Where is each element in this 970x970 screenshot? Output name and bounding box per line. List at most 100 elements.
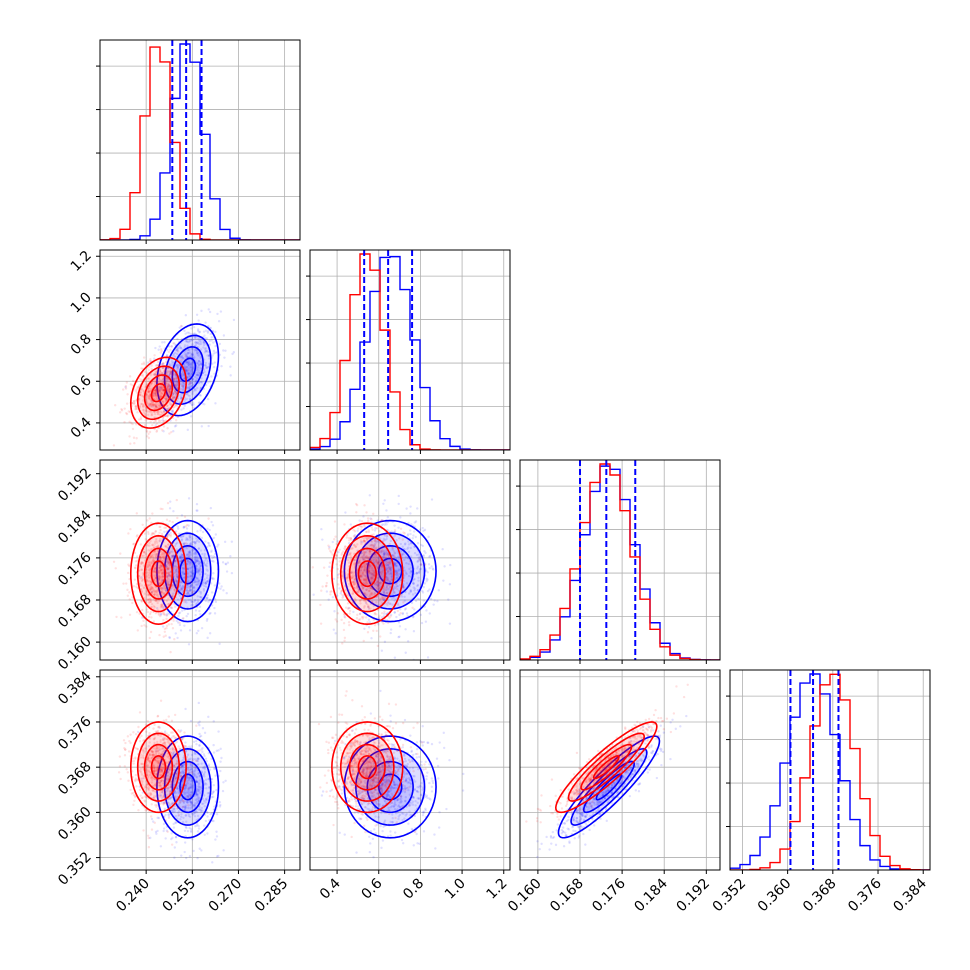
histogram-2-series-1 xyxy=(520,463,720,660)
density-level-3-2-0-0 xyxy=(596,774,622,800)
density-fill-2-1-series-0 xyxy=(355,533,425,609)
panel-frame-3-3 xyxy=(729,669,931,871)
contour-3-1-series-0-2 xyxy=(355,748,426,826)
panel-3-0: 0.352 0.360 0.368 0.376 0.384 0.240 0.255 0.270… xyxy=(55,668,301,916)
contour-3-0-series-1-2 xyxy=(136,732,181,802)
panel-3-3: 0.352 0.360 0.368 0.376 0.384 xyxy=(710,669,931,916)
y-tick-label-2-2: 0.176 xyxy=(55,549,95,589)
y-tick-label-3-0: 0.352 xyxy=(55,849,95,889)
y-tick-label-2-3: 0.184 xyxy=(55,507,95,547)
contour-3-0-series-0-0 xyxy=(179,773,197,801)
y-tick-label-3-2: 0.368 xyxy=(55,759,95,799)
contour-3-2-series-1-1 xyxy=(580,743,633,791)
panel-frame-0-0 xyxy=(99,39,301,241)
density-level-3-0-1-0 xyxy=(151,755,166,779)
contour-2-1-series-1-3 xyxy=(331,522,404,626)
x-tick-label-1-2: 0.8 xyxy=(400,876,427,903)
contour-3-1-series-1-0 xyxy=(357,755,377,780)
panel-frame-3-2 xyxy=(519,669,721,871)
density-level-3-2-1-2 xyxy=(568,733,645,802)
panel-frame-2-2 xyxy=(519,459,721,661)
density-level-1-0-0-2 xyxy=(164,335,211,405)
panel-0-0 xyxy=(96,39,301,244)
density-fill-1-0-series-1 xyxy=(137,366,180,420)
contour-3-2-series-0-2 xyxy=(570,748,648,826)
panel-2-1 xyxy=(309,459,511,664)
contour-3-1-series-0-1 xyxy=(366,760,414,814)
contour-3-2-series-0-3 xyxy=(557,735,661,839)
density-level-2-0-0-0 xyxy=(180,558,196,584)
y-tick-label-2-4: 0.192 xyxy=(55,465,95,505)
panel-frame-3-1 xyxy=(309,669,511,871)
density-level-2-0-1-2 xyxy=(137,535,180,612)
contour-2-1-series-0-3 xyxy=(343,519,437,623)
density-level-3-1-1-1 xyxy=(349,744,385,790)
y-tick-label-2-0: 0.160 xyxy=(55,634,95,674)
x-tick-label-0-3: 0.285 xyxy=(252,876,292,916)
x-tick-label-1-0: 0.4 xyxy=(317,875,344,902)
y-tick-label-1-0: 0.4 xyxy=(68,414,95,441)
y-tick-label-1-1: 0.6 xyxy=(68,373,95,400)
histogram-0-series-1 xyxy=(100,46,300,240)
contour-3-2-series-1-2 xyxy=(567,732,646,802)
density-fill-3-0-series-0 xyxy=(164,748,211,826)
y-tick-label-3-4: 0.384 xyxy=(55,668,95,708)
contour-3-1-series-0-3 xyxy=(343,735,437,839)
density-level-2-1-1-1 xyxy=(349,548,385,599)
x-tick-label-3-2: 0.368 xyxy=(800,876,840,916)
contour-2-1-series-0-0 xyxy=(377,557,403,585)
panel-frame-3-0 xyxy=(99,669,301,871)
density-level-3-0-0-0 xyxy=(180,774,196,800)
plot-area-0-0 xyxy=(100,40,300,240)
density-fill-2-0-series-1 xyxy=(137,535,180,612)
x-tick-label-2-0: 0.160 xyxy=(505,876,545,916)
panel-frame-2-0 xyxy=(99,459,301,661)
density-level-2-0-0-1 xyxy=(172,545,204,597)
contour-1-0-series-0-3 xyxy=(156,323,220,417)
density-fill-2-1-series-1 xyxy=(340,535,394,612)
histogram-1-series-0 xyxy=(310,255,510,450)
x-tick-label-0-2: 0.270 xyxy=(206,876,246,916)
contour-2-0-series-0-0 xyxy=(179,557,197,585)
contour-3-2-series-0-0 xyxy=(595,773,623,801)
density-level-1-0-1-1 xyxy=(144,375,173,411)
plot-area-3-2 xyxy=(525,683,689,859)
contour-3-2-series-0-1 xyxy=(582,760,636,814)
contour-1-0-series-1-0 xyxy=(150,383,167,403)
contour-3-1-series-1-1 xyxy=(348,743,386,791)
density-level-3-0-0-1 xyxy=(172,761,204,813)
y-tick-label-2-1: 0.168 xyxy=(55,592,95,632)
x-tick-label-3-4: 0.384 xyxy=(890,875,930,915)
scatter-2-1-series-1 xyxy=(311,502,427,648)
contour-3-2-series-1-0 xyxy=(592,755,620,780)
density-fill-3-0-series-1 xyxy=(137,733,180,802)
density-level-2-1-0-2 xyxy=(355,533,425,609)
panel-frame-2-1 xyxy=(309,459,511,661)
density-level-3-0-1-1 xyxy=(144,744,173,790)
x-tick-label-3-0: 0.352 xyxy=(710,876,750,916)
contour-2-0-series-0-3 xyxy=(156,519,220,623)
contour-1-0-series-0-1 xyxy=(171,346,204,394)
x-tick-label-1-1: 0.6 xyxy=(359,875,386,902)
density-level-2-0-1-1 xyxy=(144,548,173,599)
panel-2-2 xyxy=(516,459,721,664)
panel-3-2: 0.160 0.168 0.176 0.184 0.192 xyxy=(505,669,721,916)
density-level-1-0-1-2 xyxy=(137,366,180,420)
x-tick-label-1-3: 1.0 xyxy=(442,876,469,903)
x-tick-label-0-0: 0.240 xyxy=(113,876,153,916)
contour-1-0-series-1-3 xyxy=(129,356,187,429)
histogram-3-series-0 xyxy=(730,673,930,870)
density-level-3-1-1-0 xyxy=(358,755,377,779)
panel-1-1 xyxy=(306,249,511,454)
contour-3-0-series-1-3 xyxy=(129,721,187,814)
plot-area-2-0 xyxy=(112,497,234,654)
x-tick-label-0-1: 0.255 xyxy=(159,876,199,916)
x-tick-label-1-4: 1.2 xyxy=(484,876,511,903)
y-tick-label-1-4: 1.2 xyxy=(68,248,95,275)
density-level-3-1-0-2 xyxy=(355,748,425,826)
density-level-3-0-0-2 xyxy=(164,748,211,826)
x-tick-label-3-1: 0.360 xyxy=(755,876,795,916)
density-level-1-0-0-1 xyxy=(172,346,204,393)
contour-3-1-series-0-0 xyxy=(377,773,403,801)
